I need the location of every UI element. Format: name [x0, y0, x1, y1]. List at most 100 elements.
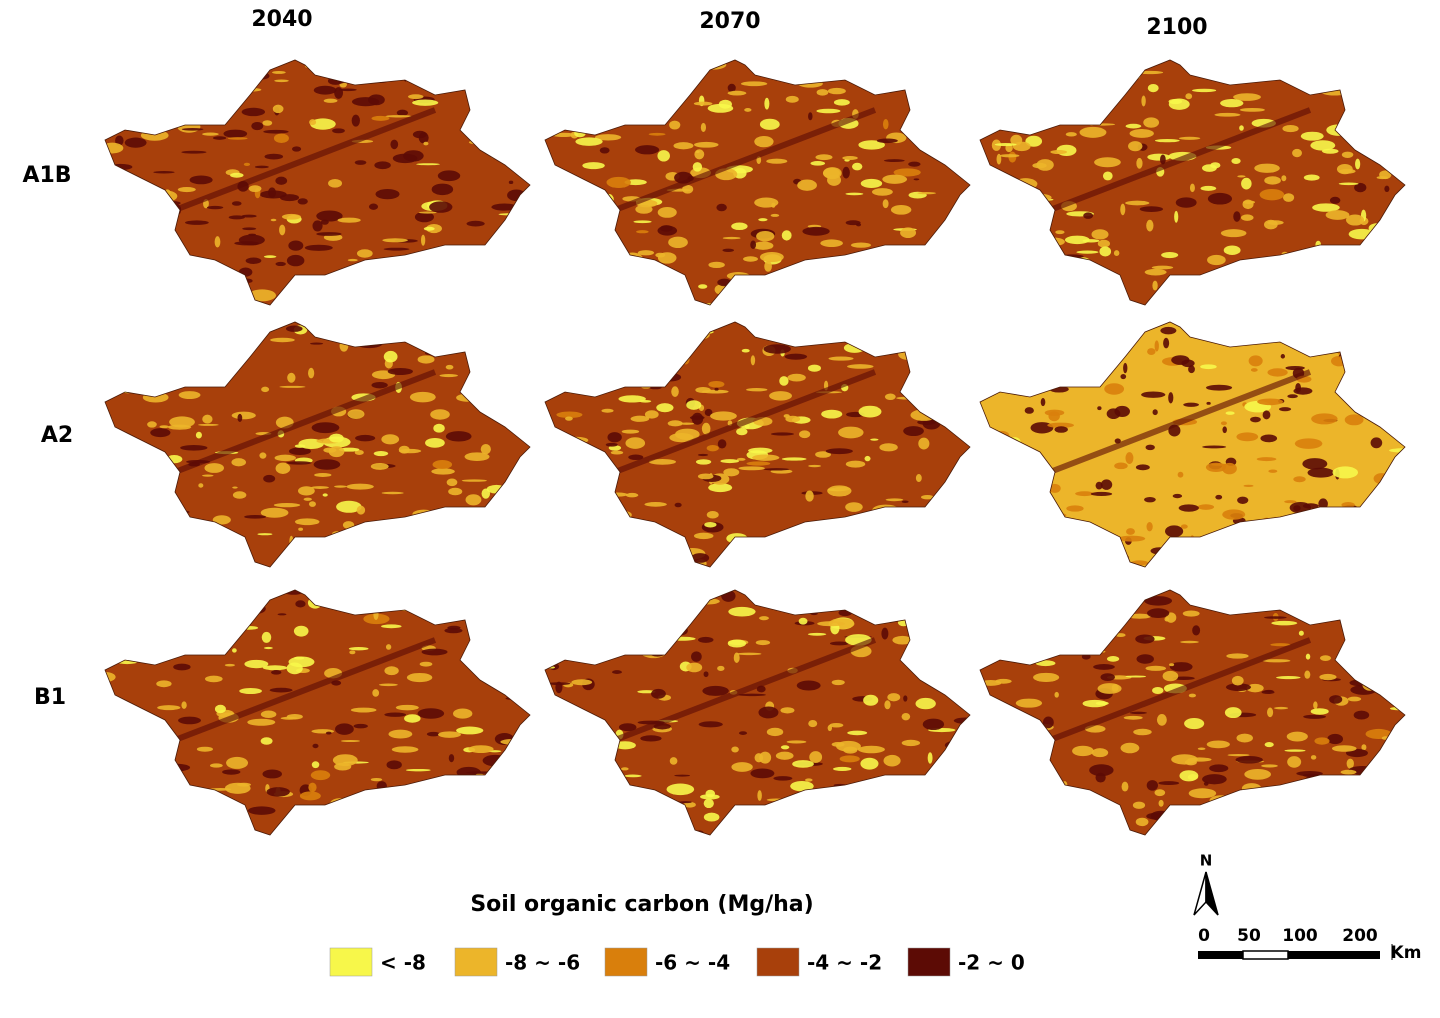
texture-patch	[323, 98, 338, 103]
texture-patch	[948, 763, 957, 771]
texture-patch	[1094, 157, 1121, 168]
texture-patch	[774, 601, 795, 610]
texture-patch	[141, 798, 152, 807]
texture-patch	[1355, 158, 1361, 170]
texture-patch	[1254, 163, 1280, 173]
texture-patch	[248, 806, 276, 815]
texture-patch	[1294, 438, 1323, 449]
texture-patch	[1267, 220, 1284, 225]
texture-patch	[878, 779, 898, 790]
texture-patch	[1298, 534, 1314, 538]
texture-patch	[351, 114, 360, 127]
texture-patch	[1247, 66, 1256, 73]
texture-patch	[1124, 598, 1141, 604]
texture-patch	[1144, 496, 1156, 503]
texture-patch	[204, 85, 224, 93]
texture-patch	[903, 695, 908, 702]
texture-patch	[248, 601, 255, 611]
texture-patch	[503, 608, 513, 614]
texture-patch	[1384, 510, 1399, 520]
texture-patch	[1112, 331, 1134, 339]
texture-patch	[491, 543, 517, 549]
texture-patch	[866, 826, 885, 833]
texture-patch	[1155, 301, 1168, 305]
texture-patch	[1210, 162, 1221, 169]
texture-patch	[1011, 626, 1028, 636]
texture-patch	[212, 297, 222, 303]
texture-patch	[1209, 764, 1229, 773]
texture-patch	[582, 162, 605, 170]
texture-patch	[745, 542, 751, 553]
texture-patch	[386, 760, 402, 770]
texture-patch	[394, 785, 401, 795]
texture-patch	[566, 711, 572, 722]
texture-patch	[1313, 247, 1321, 258]
texture-patch	[219, 286, 239, 291]
texture-patch	[364, 278, 393, 286]
texture-patch	[1123, 362, 1128, 374]
texture-patch	[479, 369, 486, 381]
texture-patch	[674, 626, 688, 636]
texture-patch	[546, 566, 558, 567]
texture-patch	[739, 556, 749, 564]
texture-patch	[621, 118, 648, 124]
texture-patch	[606, 176, 631, 188]
texture-patch	[1197, 504, 1215, 510]
texture-patch	[279, 224, 286, 236]
texture-patch	[1211, 463, 1228, 466]
texture-patch	[328, 446, 345, 458]
texture-patch	[356, 249, 373, 258]
texture-patch	[884, 393, 896, 401]
texture-patch	[222, 809, 248, 821]
texture-patch	[700, 322, 715, 327]
texture-patch	[1399, 426, 1405, 435]
texture-patch	[105, 142, 124, 154]
region-map	[979, 589, 1406, 836]
texture-patch	[909, 610, 931, 620]
texture-patch	[963, 663, 969, 674]
texture-patch	[902, 540, 909, 551]
texture-patch	[384, 801, 404, 811]
texture-patch	[273, 133, 289, 144]
texture-patch	[272, 71, 286, 74]
texture-patch	[311, 761, 320, 769]
texture-patch	[1007, 228, 1035, 232]
texture-patch	[1100, 322, 1120, 327]
texture-patch	[1146, 780, 1158, 791]
texture-patch	[937, 537, 959, 542]
texture-patch	[343, 594, 354, 601]
texture-patch	[105, 756, 114, 760]
texture-patch	[1287, 548, 1314, 559]
texture-patch	[1090, 634, 1108, 639]
texture-patch	[758, 218, 768, 222]
texture-patch	[1224, 707, 1242, 719]
texture-patch	[1114, 462, 1128, 470]
texture-patch	[632, 363, 639, 375]
texture-patch	[731, 222, 748, 231]
legend: < -8 -8 ~ -6 -6 ~ -4 -4 ~ -2 -2 ~ 0	[329, 947, 1025, 977]
texture-patch	[1320, 87, 1349, 96]
texture-patch	[614, 741, 636, 750]
texture-patch	[842, 155, 858, 161]
texture-patch	[455, 604, 474, 612]
texture-patch	[838, 426, 864, 439]
texture-patch	[230, 172, 244, 178]
texture-patch	[334, 485, 347, 488]
texture-patch	[1379, 817, 1405, 826]
texture-patch	[190, 283, 200, 295]
texture-patch	[515, 749, 525, 756]
texture-patch	[439, 374, 458, 378]
texture-patch	[455, 815, 465, 819]
texture-patch	[980, 789, 1006, 799]
texture-patch	[408, 94, 424, 100]
texture-patch	[733, 300, 749, 305]
texture-patch	[105, 202, 119, 212]
texture-patch	[1160, 827, 1179, 835]
valley-line	[173, 107, 437, 213]
texture-patch	[1123, 715, 1143, 720]
texture-patch	[105, 488, 128, 495]
region-outline	[979, 589, 1406, 836]
texture-patch	[622, 252, 643, 265]
texture-patch	[263, 255, 277, 259]
texture-patch	[1175, 275, 1188, 280]
